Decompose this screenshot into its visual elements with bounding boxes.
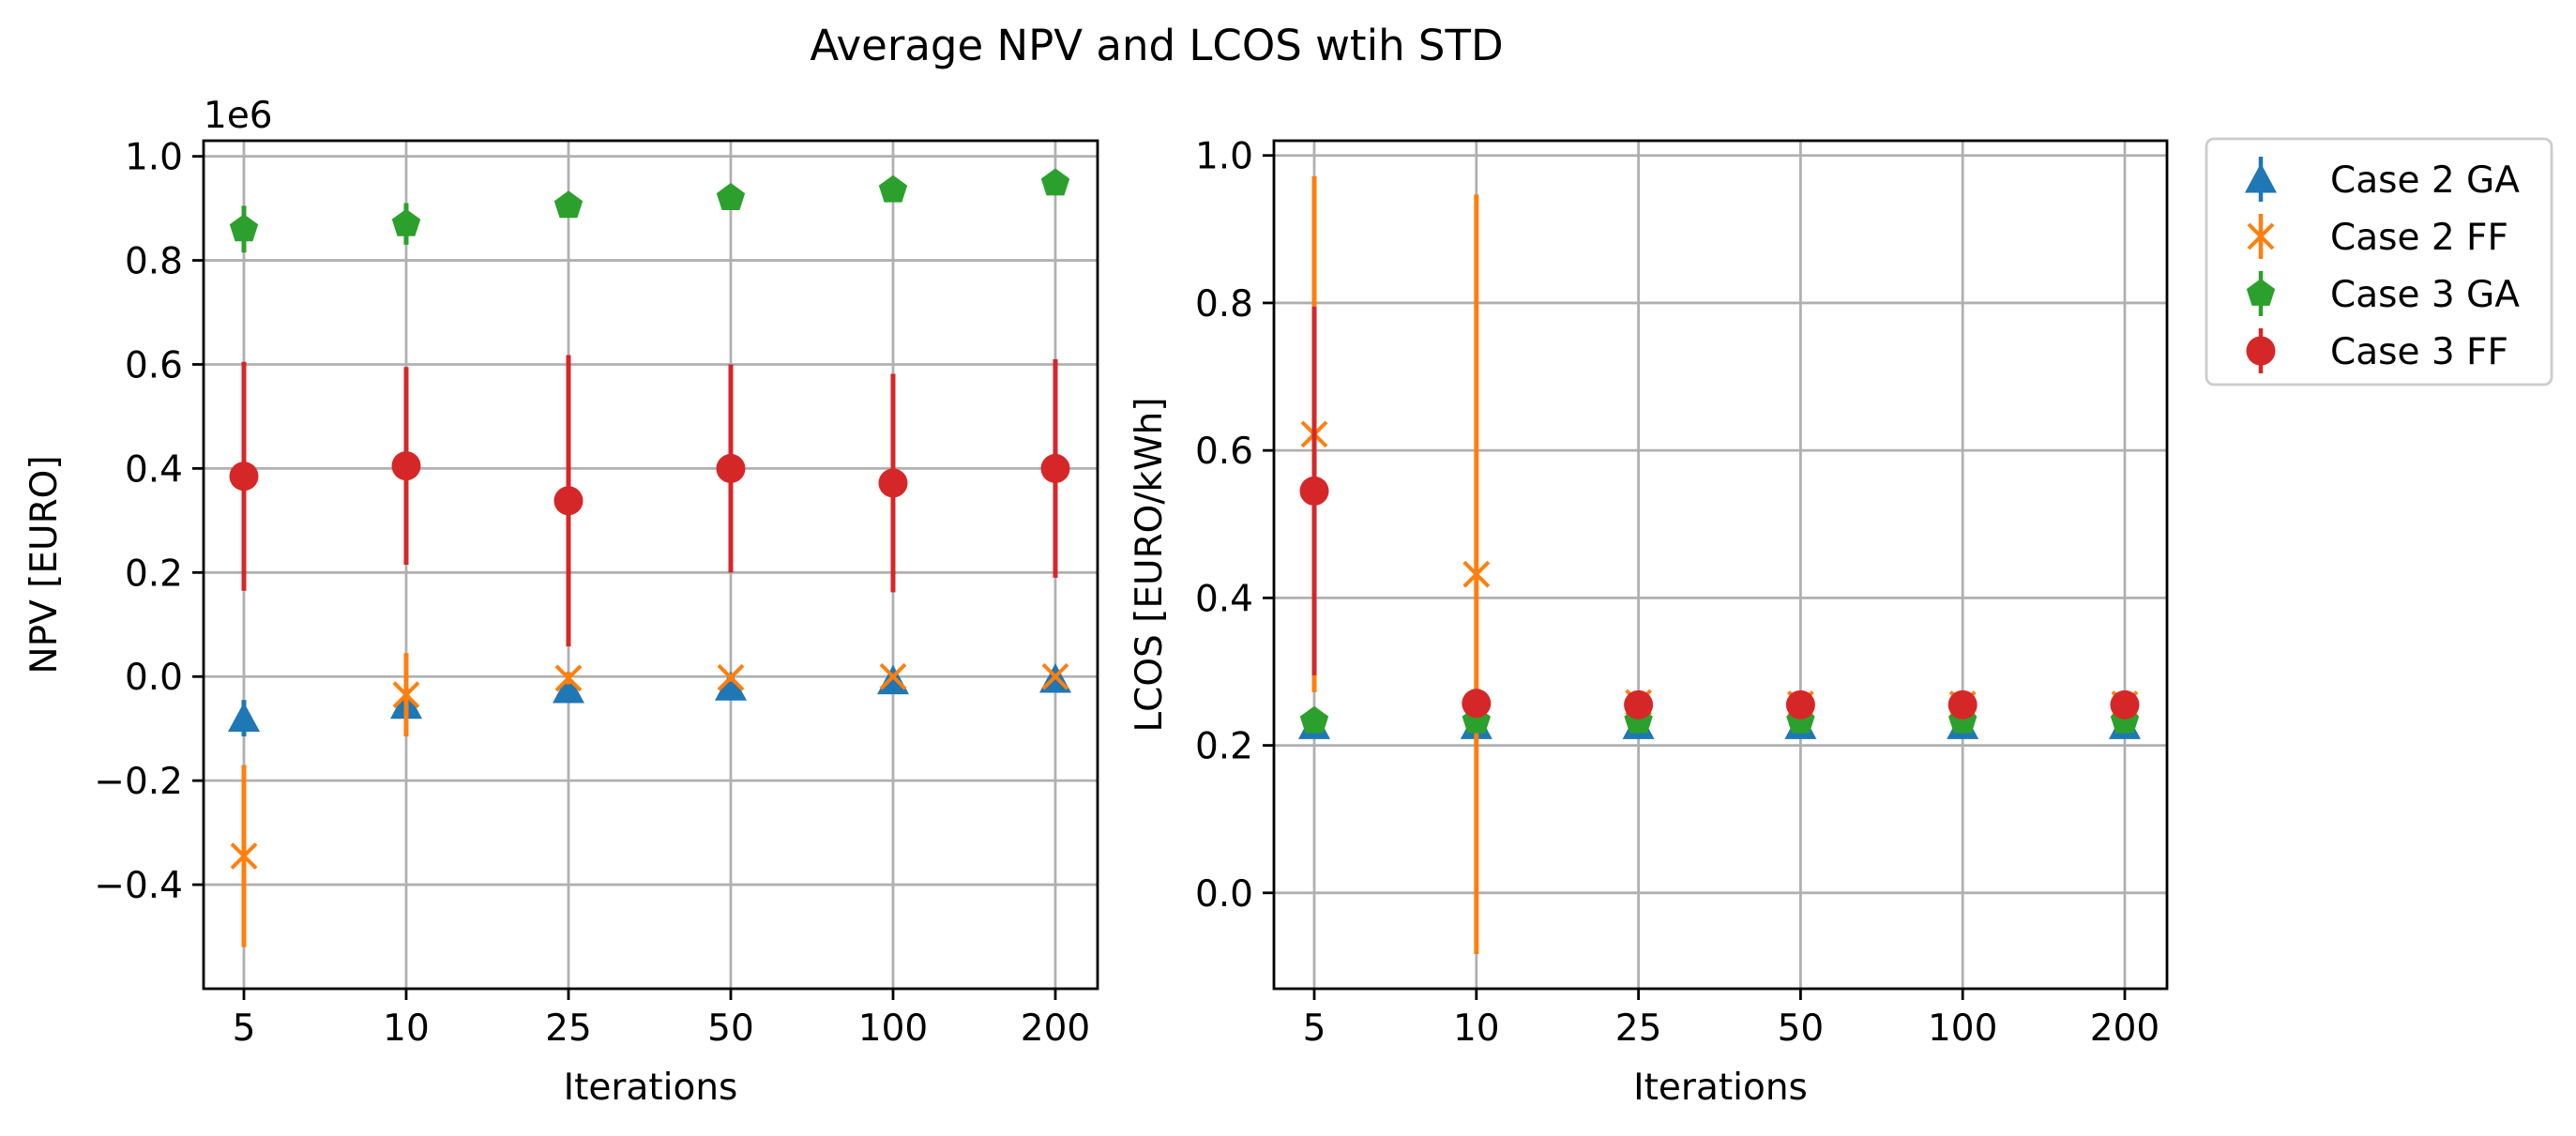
legend-item: Case 3 FF [2246, 328, 2508, 373]
legend-label: Case 3 FF [2330, 331, 2508, 373]
npv-data-point [1040, 453, 1070, 483]
lcos-x-tick-label: 50 [1778, 1007, 1825, 1050]
lcos-data-point [1785, 689, 1815, 719]
circle-icon [2246, 336, 2276, 366]
npv-data-point [715, 671, 747, 701]
lcos-data-point [1299, 476, 1329, 506]
lcos-axes-frame [1272, 139, 2169, 991]
npv-data-point [229, 462, 259, 492]
npv-series-case3-ga [229, 168, 1070, 253]
npv-axes-frame [202, 139, 1099, 991]
npv-x-tick-label: 50 [707, 1007, 754, 1050]
lcos-x-tick-label: 10 [1453, 1007, 1500, 1050]
lcos-y-axis-label: LCOS [EURO/kWh] [1129, 397, 1171, 732]
lcos-y-tick-label: 0.6 [1195, 431, 1253, 473]
npv-x-tick-label: 25 [545, 1007, 592, 1050]
npv-data-point [392, 681, 420, 709]
npv-data-point [879, 662, 907, 690]
npv-chart: 5 10 25 50 100 200 −0.4 −0.2 0.0 0.2 0.4 0.6 0.8 1.0 I… [23, 95, 1099, 1109]
npv-data-point [878, 174, 908, 203]
npv-data-point [878, 468, 908, 498]
lcos-x-axis-label: Iterations [1633, 1067, 1808, 1109]
figure-title: Average NPV and LCOS wtih STD [810, 21, 1503, 70]
npv-data-point [553, 190, 583, 219]
npv-data-point [717, 663, 745, 691]
npv-y-tick-label: −0.4 [94, 865, 183, 907]
legend-label: Case 2 GA [2330, 159, 2520, 202]
lcos-x-tick-label: 200 [2090, 1007, 2159, 1050]
lcos-y-tick-label: 0.8 [1195, 283, 1253, 326]
legend-item: Case 2 FF [2247, 214, 2508, 259]
npv-y-offset-label: 1e6 [204, 95, 273, 137]
lcos-y-tick-label: 0.4 [1195, 578, 1253, 620]
lcos-y-tick-label: 0.2 [1195, 726, 1253, 768]
lcos-data-point [1947, 689, 1977, 719]
npv-y-tick-label: 1.0 [125, 137, 183, 179]
npv-series-case3-ff [229, 355, 1070, 647]
lcos-data-point [1462, 560, 1491, 588]
npv-y-tick-label: 0.4 [125, 448, 183, 491]
npv-data-point [716, 453, 746, 483]
npv-x-axis-label: Iterations [564, 1067, 738, 1109]
legend-item: Case 2 GA [2245, 157, 2520, 202]
triangle-icon [2245, 163, 2277, 193]
npv-y-tick-label: 0.2 [125, 553, 183, 595]
npv-data-point [391, 208, 421, 236]
lcos-x-tick-label: 100 [1928, 1007, 1997, 1050]
legend-item: Case 3 GA [2246, 271, 2520, 316]
lcos-data-point [1299, 705, 1329, 734]
npv-x-tick-label: 5 [233, 1007, 256, 1050]
npv-x-tick-label: 100 [858, 1007, 928, 1050]
npv-y-tick-label: −0.2 [94, 761, 183, 803]
x-icon [2247, 222, 2275, 250]
npv-data-point [228, 702, 260, 733]
npv-series-case2-ff [230, 653, 1069, 947]
npv-data-point [1041, 662, 1069, 690]
npv-data-point [554, 664, 583, 692]
npv-data-point [553, 674, 584, 704]
lcos-y-tick-label: 1.0 [1195, 136, 1253, 178]
npv-y-tick-label: 0.6 [125, 344, 183, 386]
npv-y-tick-label: 0.0 [125, 657, 183, 699]
legend: Case 2 GA Case 2 FF Case 3 GA Case 3 FF [2205, 137, 2553, 386]
npv-x-tick-label: 200 [1021, 1007, 1090, 1050]
legend-label: Case 3 GA [2330, 274, 2520, 316]
lcos-data-point [1624, 689, 1654, 719]
npv-data-point [230, 842, 258, 870]
lcos-y-tick-label: 0.0 [1195, 873, 1253, 916]
npv-y-tick-label: 0.8 [125, 241, 183, 283]
lcos-chart: 5 10 25 50 100 200 0.0 0.2 0.4 0.6 0.8 1.0 Iteration… [1129, 136, 2169, 1109]
lcos-series-case3-ff [1299, 306, 2140, 719]
lcos-x-tick-label: 5 [1303, 1007, 1326, 1050]
npv-data-point [229, 214, 259, 242]
legend-frame [2205, 137, 2553, 386]
npv-data-point [1040, 168, 1070, 196]
lcos-x-tick-label: 25 [1615, 1007, 1662, 1050]
pentagon-icon [2246, 279, 2276, 306]
npv-data-point [716, 183, 746, 210]
npv-x-tick-label: 10 [383, 1007, 430, 1050]
lcos-data-point [1462, 689, 1492, 719]
npv-y-axis-label: NPV [EURO] [23, 455, 66, 674]
lcos-data-point [2110, 689, 2140, 719]
npv-data-point [391, 451, 421, 481]
legend-label: Case 2 FF [2330, 217, 2508, 259]
npv-data-point [553, 486, 583, 516]
